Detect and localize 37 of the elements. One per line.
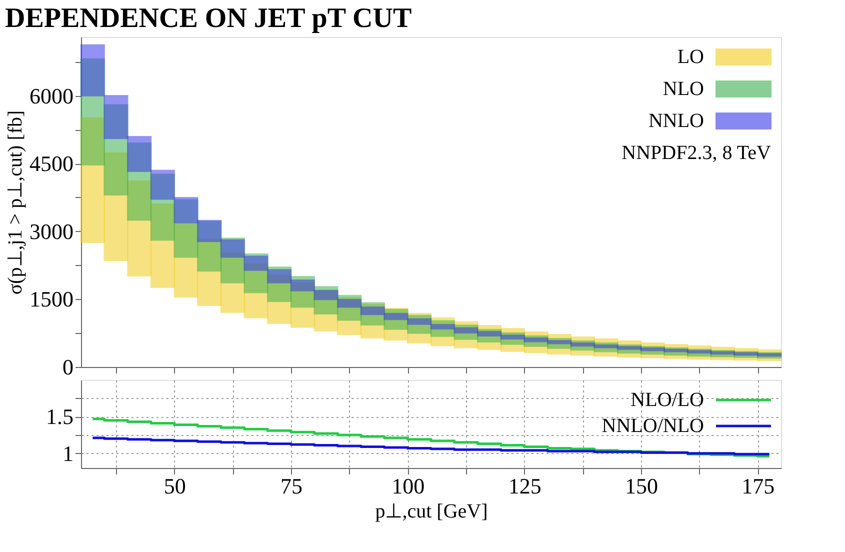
x-tick-label: 125 [508, 474, 542, 498]
x-tick-label: 150 [625, 474, 658, 498]
y-tick-label: 3000 [30, 218, 74, 244]
bar [384, 312, 408, 320]
bar [360, 306, 385, 316]
y-tick-label: 0 [62, 354, 74, 380]
x-tick-label: 175 [742, 474, 775, 498]
y-axis-title: σ(p⊥,j1 > p⊥,cut) [fb] [4, 110, 26, 295]
bar [290, 279, 315, 292]
legend-label: NNLO/NLO [602, 415, 704, 437]
bar [314, 290, 338, 300]
legend-label: NLO [662, 78, 704, 100]
bar [267, 269, 292, 284]
bar [104, 95, 128, 140]
y-tick-label: 1.5 [46, 404, 74, 430]
x-axis-title: p⊥,cut [GeV] [375, 500, 488, 522]
y-tick-label: 1500 [30, 286, 74, 312]
x-tick-label: 75 [280, 474, 302, 498]
bar [220, 239, 245, 258]
bar [407, 318, 432, 325]
bar [244, 256, 268, 271]
y-tick-label: 6000 [30, 83, 74, 108]
annotation: NNPDF2.3, 8 TeV [622, 142, 772, 164]
legend-label: NLO/LO [630, 389, 704, 411]
x-tick-label: 100 [392, 474, 425, 498]
y-tick-label: 4500 [30, 151, 74, 176]
bar [150, 170, 175, 200]
bar [127, 136, 152, 172]
chart-title: DEPENDENCE ON JET pT CUT [5, 3, 412, 34]
legend-label: LO [677, 46, 704, 68]
bar [80, 44, 105, 96]
x-tick-label: 50 [164, 474, 186, 498]
bar [197, 220, 222, 242]
legend-label: NNLO [648, 110, 704, 132]
y-tick-label: 1 [62, 440, 74, 466]
bar [337, 298, 362, 308]
bar [174, 196, 198, 224]
